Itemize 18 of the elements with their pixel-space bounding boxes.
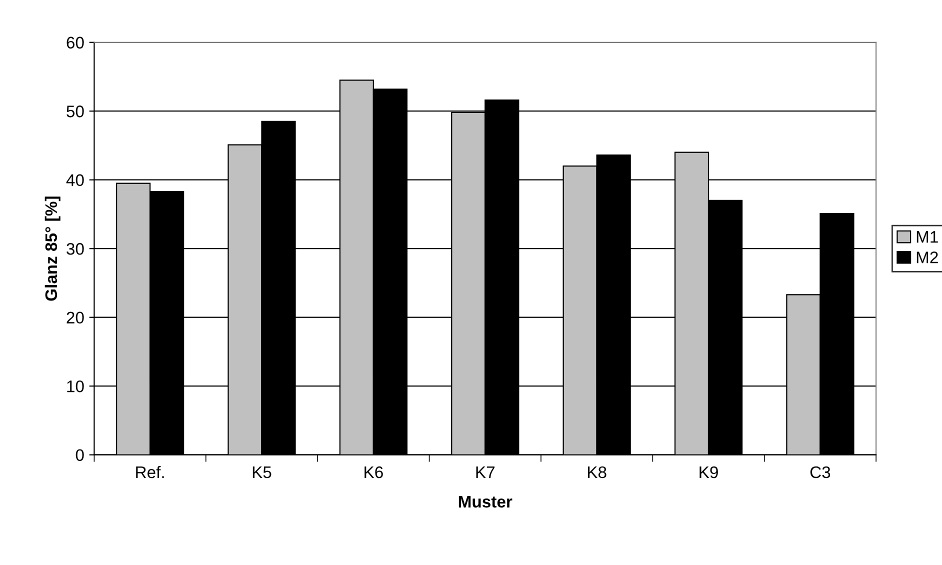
- legend-label: M1: [916, 231, 938, 243]
- x-tick-label: K9: [700, 466, 718, 478]
- y-tick-label: 10: [67, 380, 84, 392]
- y-tick-label: 20: [66, 312, 84, 324]
- x-tick-label: K6: [364, 466, 383, 478]
- y-tick-label: 30: [66, 243, 84, 255]
- x-tick-label: C3: [810, 466, 830, 478]
- x-axis-title: Muster: [458, 496, 512, 508]
- x-tick-label: K8: [588, 466, 606, 478]
- legend-label: M2: [916, 252, 938, 264]
- x-tick-label: K7: [476, 466, 494, 478]
- y-tick-label: 0: [76, 449, 84, 462]
- y-axis-title: Glanz 85° [%]: [44, 196, 60, 301]
- x-tick-label: K5: [252, 466, 272, 478]
- y-tick-label: 60: [66, 36, 84, 49]
- x-tick-label: Ref.: [136, 466, 164, 478]
- y-tick-label: 40: [66, 174, 84, 186]
- y-tick-label: 50: [66, 106, 84, 118]
